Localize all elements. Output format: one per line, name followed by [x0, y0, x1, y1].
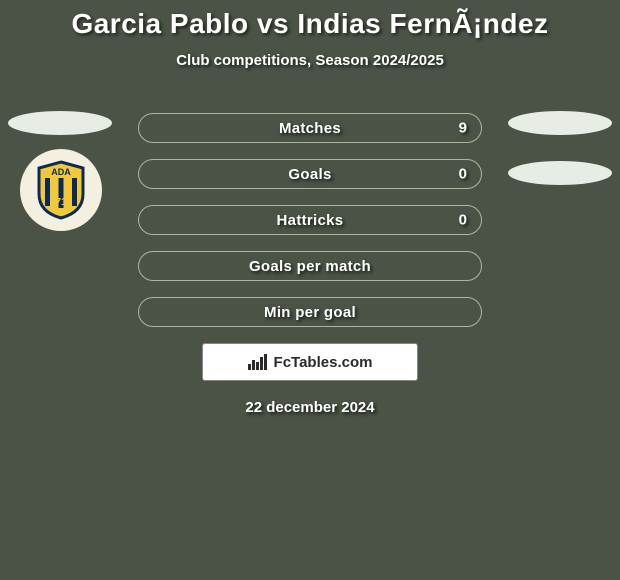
stats-area: ADA 71 Matches 9 Goals 0 Hattricks 0 Goa…	[0, 113, 620, 416]
page-title: Garcia Pablo vs Indias FernÃ¡ndez	[0, 8, 620, 40]
attribution-box[interactable]: FcTables.com	[202, 343, 418, 381]
stat-label: Hattricks	[277, 212, 344, 229]
placeholder-oval-right-1	[508, 111, 612, 135]
stat-value: 0	[459, 166, 467, 183]
placeholder-oval-left-1	[8, 111, 112, 135]
placeholder-oval-right-2	[508, 161, 612, 185]
stat-label: Goals per match	[249, 258, 371, 275]
stat-label: Goals	[288, 166, 331, 183]
stat-rows: Matches 9 Goals 0 Hattricks 0 Goals per …	[138, 113, 482, 327]
page-subtitle: Club competitions, Season 2024/2025	[0, 52, 620, 69]
stat-row-min-per-goal: Min per goal	[138, 297, 482, 327]
stat-row-goals: Goals 0	[138, 159, 482, 189]
crest-text-top: ADA	[51, 167, 71, 177]
attribution-text: FcTables.com	[274, 354, 373, 371]
stat-row-hattricks: Hattricks 0	[138, 205, 482, 235]
widget-root: Garcia Pablo vs Indias FernÃ¡ndez Club c…	[0, 0, 620, 580]
shield-icon: ADA 71	[33, 160, 89, 220]
stat-value: 9	[459, 120, 467, 137]
date-line: 22 december 2024	[0, 399, 620, 416]
crest-text-bottom: 71	[55, 197, 67, 208]
stat-label: Matches	[279, 120, 341, 137]
club-crest: ADA 71	[20, 149, 102, 231]
bar-chart-icon	[248, 354, 270, 370]
stat-label: Min per goal	[264, 304, 356, 321]
stat-value: 0	[459, 212, 467, 229]
stat-row-matches: Matches 9	[138, 113, 482, 143]
stat-row-goals-per-match: Goals per match	[138, 251, 482, 281]
